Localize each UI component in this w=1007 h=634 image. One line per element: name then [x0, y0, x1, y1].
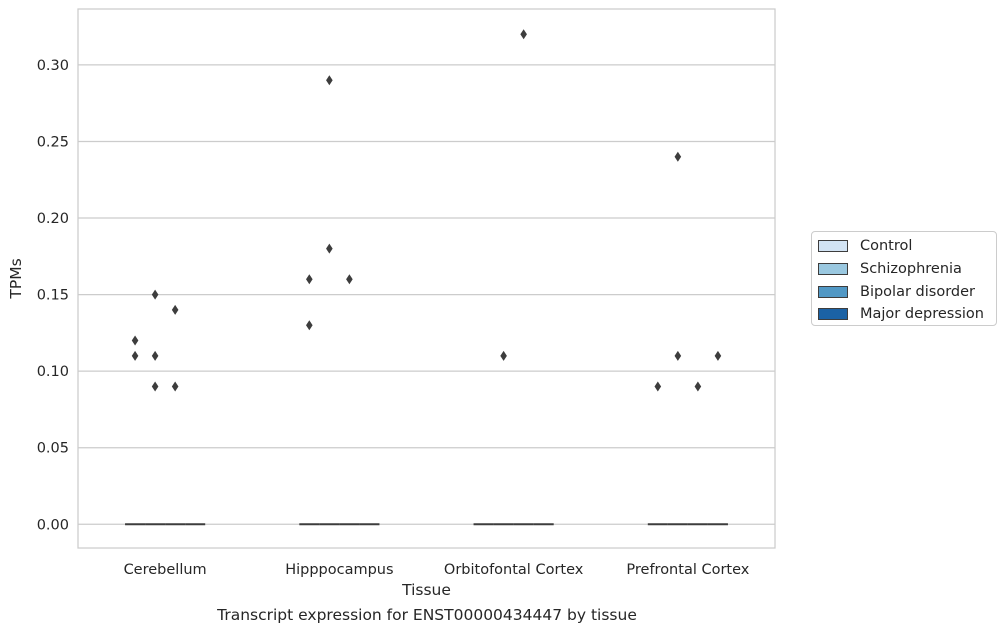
- outlier-point: [151, 381, 159, 392]
- outlier-point: [306, 320, 313, 331]
- legend: Control Schizophrenia Bipolar disorder M…: [811, 231, 997, 326]
- outlier-point: [674, 151, 682, 162]
- plot-frame: [77, 8, 776, 549]
- outlier-point: [151, 350, 159, 361]
- outlier-point: [674, 350, 682, 361]
- y-tick-label: 0.00: [37, 517, 69, 533]
- y-tick-label: 0.30: [37, 58, 69, 74]
- outlier-point: [131, 350, 139, 361]
- outlier-point: [346, 274, 353, 285]
- legend-item: Bipolar disorder: [818, 282, 975, 302]
- legend-label: Schizophrenia: [860, 261, 962, 277]
- x-tick-label: Prefrontal Cortex: [626, 562, 749, 578]
- legend-item: Control: [818, 236, 912, 256]
- outlier-point: [694, 381, 702, 392]
- x-axis-label: Tissue: [401, 581, 451, 599]
- outlier-point: [131, 335, 139, 346]
- legend-swatch: [818, 240, 848, 252]
- y-tick-label: 0.20: [37, 211, 69, 227]
- outlier-point: [306, 274, 313, 285]
- x-tick-labels: Cerebellum Hipppocampus Orbitofontal Corte…: [124, 562, 750, 578]
- x-tick-label: Cerebellum: [124, 562, 207, 578]
- legend-label: Control: [860, 238, 913, 254]
- legend-item: Schizophrenia: [818, 259, 962, 279]
- legend-label: Major depression: [860, 306, 984, 322]
- outlier-point: [520, 29, 527, 40]
- y-tick-labels: 0.00 0.05 0.10 0.15 0.20 0.25 0.30: [37, 58, 69, 533]
- x-tick-label: Hipppocampus: [285, 562, 393, 578]
- outlier-point: [714, 350, 722, 361]
- legend-label: Bipolar disorder: [860, 284, 975, 300]
- legend-swatch: [818, 263, 848, 275]
- gridlines: [78, 64, 775, 525]
- y-tick-label: 0.15: [37, 288, 69, 304]
- legend-swatch: [818, 286, 848, 298]
- y-axis-label: TPMs: [7, 258, 25, 299]
- outlier-points: [131, 29, 722, 392]
- x-tick-label: Orbitofontal Cortex: [444, 562, 584, 578]
- outlier-point: [171, 381, 179, 392]
- y-tick-label: 0.10: [37, 364, 69, 380]
- outlier-point: [326, 243, 333, 254]
- legend-swatch: [818, 308, 848, 320]
- legend-item: Major depression: [818, 304, 984, 324]
- outlier-point: [326, 75, 333, 86]
- outlier-point: [654, 381, 662, 392]
- figure-caption: Transcript expression for ENST0000043444…: [217, 606, 637, 624]
- y-tick-label: 0.05: [37, 441, 69, 457]
- outlier-point: [171, 304, 179, 315]
- outlier-point: [151, 289, 159, 300]
- y-tick-label: 0.25: [37, 134, 69, 150]
- outlier-point: [500, 350, 507, 361]
